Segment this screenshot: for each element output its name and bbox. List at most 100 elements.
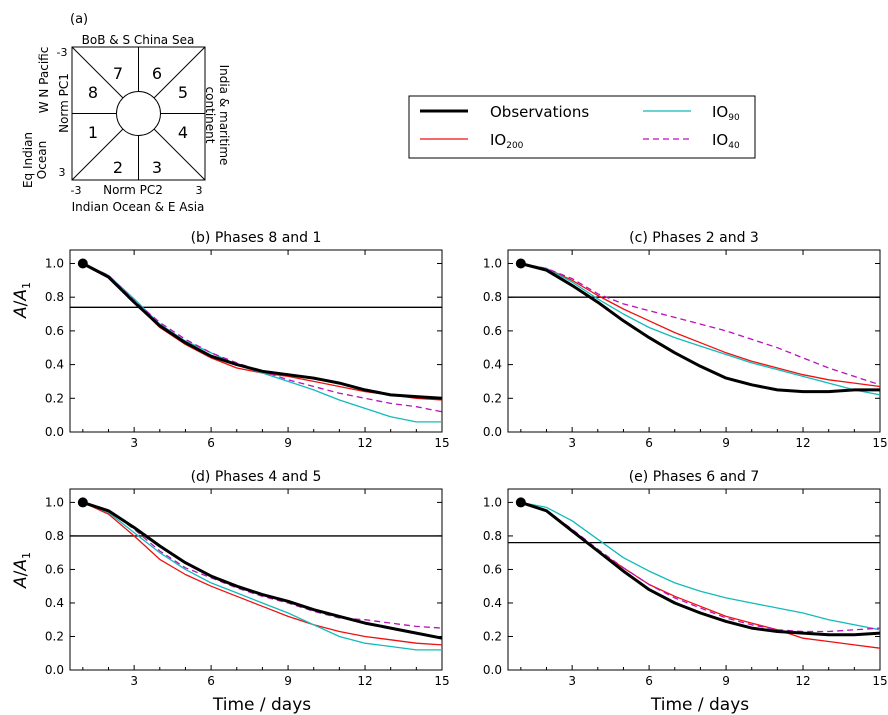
phase-number: 5 [178, 83, 188, 102]
y-tick-label: 0.8 [45, 529, 64, 543]
series-line-io40 [82, 501, 443, 629]
x-tick-label: 9 [722, 674, 730, 688]
series-line-io200 [82, 501, 443, 646]
series-line-io40 [520, 262, 881, 386]
series-line-observations [520, 262, 880, 394]
series-line-io40 [82, 262, 443, 413]
series-line-io90 [82, 262, 442, 423]
y-tick-label: 0.4 [483, 596, 502, 610]
phase-divider-ne [153, 46, 206, 99]
phase-left-label-inner: Ocean [35, 141, 49, 179]
phase-number: 6 [152, 64, 162, 83]
phase-divider-nw [71, 46, 124, 99]
phase-y-tick-max: 3 [59, 166, 66, 179]
chart-panel-c: (c) Phases 2 and 3 0.0 0.2 0.4 0.6 0.8 1.0 3 6 9 1… [483, 230, 888, 450]
phase-number: 3 [152, 158, 162, 177]
series-line-io90 [520, 501, 881, 631]
x-tick-label: 6 [207, 436, 215, 450]
y-tick-label: 0.0 [483, 663, 502, 677]
phase-panel-label: (a) [70, 12, 88, 27]
x-tick-label: 3 [568, 436, 576, 450]
y-tick-label: 0.4 [45, 596, 64, 610]
legend-label-io90-main: IO [712, 103, 728, 121]
phase-right-label-outer: India & maritime [217, 65, 231, 166]
phase-y-tick-min: -3 [57, 46, 68, 59]
start-point-marker [77, 258, 88, 269]
legend-label-io40: IO40 [712, 131, 740, 151]
x-tick-label: 15 [872, 674, 887, 688]
phase-left-upper-label: W N Pacific [37, 47, 51, 114]
x-tick-label: 12 [795, 674, 810, 688]
legend-label-io90: IO90 [712, 103, 740, 123]
series-line-io40 [520, 501, 881, 633]
chart-title: (e) Phases 6 and 7 [629, 469, 760, 485]
phase-x-tick-min: -3 [71, 184, 82, 197]
phase-divider-sw [71, 128, 124, 181]
phase-right-label-inner: continent [203, 87, 217, 144]
y-tick-label: 1.0 [483, 256, 502, 270]
plot-frame [69, 249, 443, 433]
series-line-io90 [82, 501, 442, 651]
y-tick-label: 0.8 [483, 529, 502, 543]
x-tick-label: 3 [130, 674, 138, 688]
y-axis-label-bottom-slash: / [11, 570, 31, 576]
x-tick-label: 9 [722, 436, 730, 450]
chart-panel-d: (d) Phases 4 and 5 0.0 0.2 0.4 0.6 0.8 1.0 3 6 9 1… [45, 469, 450, 688]
legend-frame [408, 95, 756, 159]
y-axis-label-top-index: 1 [20, 282, 33, 289]
start-point-marker [77, 497, 88, 508]
y-axis-label-bottom-index: 1 [20, 552, 33, 559]
y-tick-label: 0.6 [483, 324, 502, 338]
y-tick-label: 0.6 [45, 562, 64, 576]
y-tick-label: 0.0 [483, 425, 502, 439]
y-axis-label-bottom: A/A1 [11, 552, 33, 589]
chart-panel-b: (b) Phases 8 and 1 0.0 0.2 0.4 0.6 0.8 1.0 3 6 9 1… [45, 230, 450, 450]
y-tick-label: 0.2 [45, 391, 64, 405]
legend-label-io40-sub: 40 [728, 141, 740, 151]
phase-diagram: (a) 2 3 4 5 6 7 8 1 BoB & S China Sea In… [21, 12, 231, 214]
phase-number: 4 [178, 123, 188, 142]
y-tick-label: 0.2 [483, 629, 502, 643]
legend-label-io200-sub: 200 [506, 141, 523, 151]
x-axis-label-right: Time / days [650, 695, 749, 715]
phase-number: 7 [113, 64, 123, 83]
series-line-io200 [520, 501, 881, 649]
series-line-observations [82, 500, 443, 640]
phase-number: 2 [113, 158, 123, 177]
start-point-marker [515, 497, 526, 508]
x-tick-label: 12 [357, 674, 372, 688]
y-tick-label: 0.0 [45, 663, 64, 677]
y-axis-label-top-den: A [11, 289, 31, 302]
x-tick-label: 15 [434, 436, 449, 450]
x-axis-label-left: Time / days [212, 695, 311, 715]
phase-x-axis-label: Norm PC2 [103, 183, 163, 197]
series-line-io200 [520, 262, 881, 388]
y-axis-label-top-slash: / [11, 300, 31, 306]
phase-number: 1 [88, 123, 98, 142]
y-tick-label: 0.8 [45, 290, 64, 304]
y-tick-label: 0.4 [483, 358, 502, 372]
plot-frame [507, 249, 881, 433]
plot-frame [69, 488, 443, 671]
x-tick-label: 6 [645, 674, 653, 688]
x-tick-label: 15 [434, 674, 449, 688]
y-axis-label-bottom-den: A [11, 559, 31, 572]
plot-frame [507, 488, 881, 671]
x-tick-label: 6 [645, 436, 653, 450]
y-tick-label: 0.6 [45, 324, 64, 338]
legend-label-io40-main: IO [712, 131, 728, 149]
y-axis-label-top-main: A [11, 306, 31, 319]
series-line-io90 [520, 262, 881, 396]
x-tick-label: 12 [795, 436, 810, 450]
y-tick-label: 0.4 [45, 358, 64, 372]
legend-label-observations: Observations [490, 103, 589, 121]
phase-divider-se [153, 128, 206, 181]
phase-left-label-outer: Eq Indian [21, 132, 35, 188]
x-tick-label: 12 [357, 436, 372, 450]
chart-panel-e: (e) Phases 6 and 7 0.0 0.2 0.4 0.6 0.8 1.0 3 6 9 1… [483, 469, 888, 688]
y-axis-label-top: A/A1 [11, 282, 33, 319]
series-line-io200 [82, 262, 443, 401]
x-tick-label: 3 [130, 436, 138, 450]
y-tick-label: 1.0 [45, 256, 64, 270]
